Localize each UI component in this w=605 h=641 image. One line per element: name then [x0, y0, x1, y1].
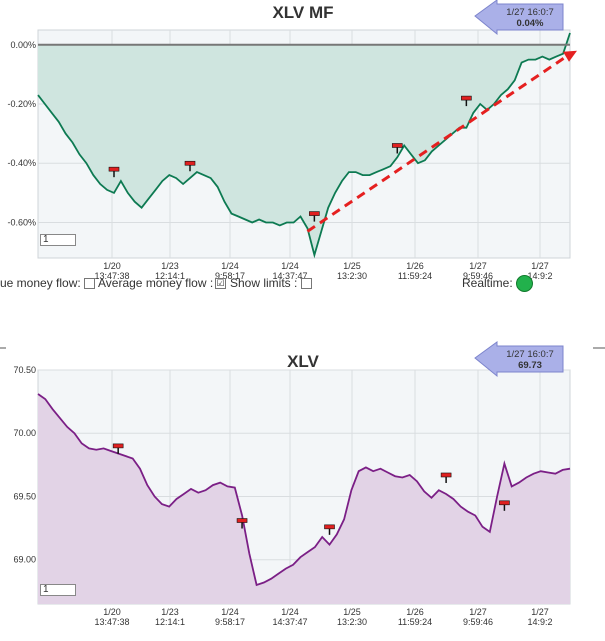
price-marker: [440, 472, 452, 478]
price-x-tick-time: 13:2:30: [337, 617, 367, 627]
price-range-input[interactable]: [40, 584, 76, 596]
price-x-tick-date: 1/25: [343, 607, 361, 617]
mf-y-tick-label: -0.20%: [7, 99, 36, 109]
mf-area-fill: [38, 33, 570, 255]
price-x-tick-date: 1/27: [469, 607, 487, 617]
mf-x-tick-date: 1/27: [531, 261, 549, 271]
trend-arrow-line: [306, 53, 570, 233]
mf-x-tick-date: 1/25: [343, 261, 361, 271]
price-y-tick-label: 70.00: [13, 428, 36, 438]
mf-y-tick-label: -0.60%: [7, 217, 36, 227]
show-limits-checkbox[interactable]: [301, 278, 312, 289]
money-flow-controls: ue money flow: Average money flow : ☑ Sh…: [0, 275, 605, 292]
realtime-status-indicator: [516, 275, 533, 292]
mf-x-tick-time: 13:47:38: [94, 271, 129, 281]
mf-x-tick-date: 1/26: [406, 261, 424, 271]
price-last-value-callout: [474, 341, 564, 378]
price-y-tick-label: 69.00: [13, 555, 36, 565]
mf-chart-title: XLV MF: [272, 3, 333, 22]
price-x-tick-time: 9:59:46: [463, 617, 493, 627]
mf-last-value-callout: [474, 0, 564, 36]
price-x-tick-date: 1/20: [103, 607, 121, 617]
realtime-label: Realtime:: [462, 276, 513, 290]
price-callout-value: 69.73: [518, 360, 542, 371]
mf-x-tick-date: 1/23: [161, 261, 179, 271]
mf-range-input[interactable]: [40, 234, 76, 246]
mf-x-tick-time: 12:14:1: [155, 271, 185, 281]
price-x-tick-date: 1/24: [281, 607, 299, 617]
price-area-fill: [38, 394, 570, 604]
price-x-tick-date: 1/23: [161, 607, 179, 617]
price-marker: [112, 443, 124, 449]
price-marker: [499, 500, 510, 506]
price-y-tick-label: 70.50: [13, 365, 36, 375]
price-series-line: [37, 393, 571, 587]
price-marker: [324, 524, 335, 530]
mf-marker: [391, 143, 403, 148]
price-y-tick-label: 69.50: [13, 491, 36, 501]
mf-x-tick-time: 14:9:2: [527, 271, 552, 281]
trend-arrow-head: [563, 50, 577, 62]
average-money-flow-checkbox[interactable]: ☑: [215, 278, 226, 289]
mf-callout-date: 1/27 16:0:7: [506, 7, 554, 18]
mf-x-tick-time: 14:37:47: [272, 271, 307, 281]
mf-callout-value: 0.04%: [517, 18, 544, 29]
show-limits-label: Show limits :: [230, 276, 298, 290]
price-x-tick-time: 14:37:47: [272, 617, 307, 627]
true-money-flow-label: ue money flow:: [0, 276, 81, 290]
mf-y-tick-label: 0.00%: [10, 40, 36, 50]
price-chart-title: XLV: [287, 352, 319, 371]
price-x-tick-time: 11:59:24: [398, 617, 432, 627]
mf-x-tick-time: 13:2:30: [337, 271, 367, 281]
price-x-tick-date: 1/27: [531, 607, 549, 617]
average-money-flow-label: Average money flow :: [98, 276, 214, 290]
mf-x-tick-time: 9:58:17: [215, 271, 245, 281]
mf-marker: [108, 166, 120, 172]
price-x-tick-time: 9:58:17: [215, 617, 245, 627]
mf-x-tick-date: 1/20: [103, 261, 121, 271]
price-x-tick-time: 13:47:38: [94, 617, 129, 627]
mf-marker: [184, 160, 196, 166]
mf-x-tick-date: 1/24: [221, 261, 239, 271]
price-x-tick-date: 1/26: [406, 607, 424, 617]
true-money-flow-checkbox[interactable]: [84, 278, 95, 289]
mf-x-tick-date: 1/27: [469, 261, 487, 271]
price-callout-date: 1/27 16:0:7: [506, 349, 554, 360]
mf-series-line: [37, 32, 571, 259]
mf-x-tick-date: 1/24: [281, 261, 299, 271]
price-x-tick-time: 14:9:2: [527, 617, 552, 627]
price-x-tick-date: 1/24: [221, 607, 239, 617]
mf-y-tick-label: -0.40%: [7, 158, 36, 168]
mf-marker: [309, 211, 320, 216]
mf-x-tick-time: 11:59:24: [398, 271, 432, 281]
price-marker: [236, 518, 248, 523]
price-x-tick-time: 12:14:1: [155, 617, 185, 627]
mf-marker: [461, 95, 472, 101]
mf-x-tick-time: 9:59:46: [463, 271, 493, 281]
